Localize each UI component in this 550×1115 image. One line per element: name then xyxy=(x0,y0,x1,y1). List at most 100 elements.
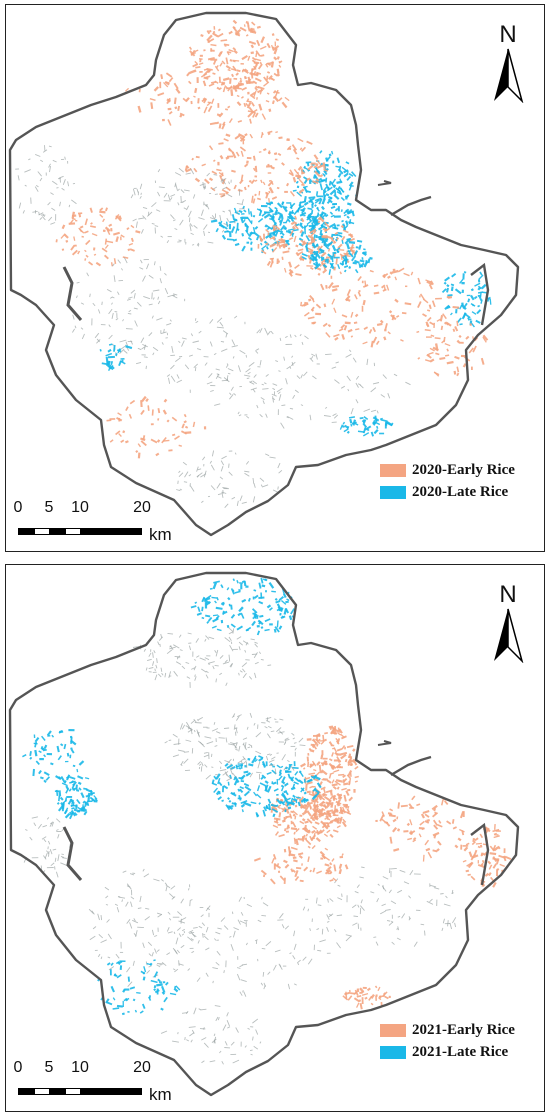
paddy-field-mark xyxy=(187,888,190,891)
paddy-field-mark xyxy=(319,939,326,943)
paddy-field-mark xyxy=(173,82,179,90)
paddy-field-mark xyxy=(281,776,286,784)
paddy-field-mark xyxy=(178,960,180,966)
paddy-field-mark xyxy=(212,582,218,590)
paddy-field-mark xyxy=(239,786,245,790)
paddy-field-mark xyxy=(198,217,205,220)
paddy-field-mark xyxy=(135,221,138,228)
paddy-field-mark xyxy=(60,802,65,807)
paddy-field-mark xyxy=(360,899,363,904)
paddy-field-mark xyxy=(246,415,250,419)
paddy-field-mark xyxy=(84,218,88,226)
paddy-field-mark xyxy=(348,219,352,225)
paddy-field-mark xyxy=(178,920,186,924)
paddy-field-mark xyxy=(91,910,95,915)
paddy-field-mark xyxy=(260,484,264,488)
paddy-field-mark xyxy=(222,121,226,126)
paddy-field-mark xyxy=(272,854,277,860)
paddy-field-mark xyxy=(211,625,217,629)
paddy-field-mark xyxy=(278,772,282,777)
paddy-field-mark xyxy=(165,885,168,892)
paddy-field-mark xyxy=(484,872,490,877)
paddy-field-mark xyxy=(324,258,328,263)
paddy-field-mark xyxy=(228,147,234,154)
paddy-field-mark xyxy=(167,119,172,126)
paddy-field-mark xyxy=(217,796,222,801)
paddy-field-mark xyxy=(237,788,241,792)
paddy-field-mark xyxy=(278,97,283,102)
paddy-field-mark xyxy=(238,641,243,646)
paddy-field-mark xyxy=(320,769,328,776)
paddy-field-mark xyxy=(176,489,181,492)
paddy-field-mark xyxy=(318,213,325,221)
paddy-field-mark xyxy=(191,667,196,670)
paddy-field-mark xyxy=(309,357,314,362)
paddy-field-mark xyxy=(164,981,169,986)
paddy-field-mark xyxy=(238,767,242,770)
paddy-field-mark xyxy=(340,224,345,229)
paddy-field-mark xyxy=(325,822,330,825)
paddy-field-mark xyxy=(151,292,153,300)
paddy-field-mark xyxy=(381,284,386,289)
paddy-field-mark xyxy=(324,227,331,233)
paddy-field-mark xyxy=(101,247,108,253)
paddy-field-mark xyxy=(201,1037,207,1041)
paddy-field-mark xyxy=(77,781,82,785)
paddy-field-mark xyxy=(338,811,344,815)
paddy-field-mark xyxy=(353,321,358,325)
paddy-field-mark xyxy=(58,790,62,797)
paddy-field-mark xyxy=(271,100,275,105)
paddy-field-mark xyxy=(337,732,342,736)
island-fragment-2 xyxy=(390,755,432,777)
paddy-field-mark xyxy=(271,858,275,864)
paddy-field-mark xyxy=(136,991,141,994)
paddy-field-mark xyxy=(321,211,327,216)
paddy-field-mark xyxy=(468,851,473,858)
paddy-field-mark xyxy=(111,312,114,319)
paddy-field-mark xyxy=(113,275,116,282)
paddy-field-mark xyxy=(352,922,358,926)
paddy-field-mark xyxy=(264,618,271,623)
paddy-field-mark xyxy=(447,294,453,297)
paddy-field-mark xyxy=(390,920,394,923)
paddy-field-mark xyxy=(314,821,320,825)
paddy-field-mark xyxy=(250,67,256,72)
paddy-field-mark xyxy=(226,230,231,233)
paddy-field-mark xyxy=(179,114,183,118)
paddy-field-mark xyxy=(260,397,265,401)
paddy-field-mark xyxy=(192,63,199,68)
paddy-field-mark xyxy=(211,450,215,457)
paddy-field-mark xyxy=(303,201,309,206)
paddy-field-mark xyxy=(246,100,252,103)
legend-item-late: 2020-Late Rice xyxy=(380,481,515,503)
paddy-field-mark xyxy=(206,101,212,107)
paddy-field-mark xyxy=(345,935,352,942)
paddy-field-mark xyxy=(284,782,289,787)
paddy-field-mark xyxy=(280,784,285,789)
paddy-field-mark xyxy=(216,628,222,632)
paddy-field-mark xyxy=(327,253,333,259)
paddy-field-mark xyxy=(330,238,337,244)
paddy-field-mark xyxy=(253,1045,259,1050)
paddy-field-mark xyxy=(233,392,237,396)
paddy-field-mark xyxy=(187,936,193,942)
paddy-field-mark xyxy=(217,28,221,32)
paddy-field-mark xyxy=(263,382,267,385)
paddy-field-mark xyxy=(241,55,248,61)
paddy-field-mark xyxy=(232,772,237,778)
paddy-field-mark xyxy=(185,725,192,730)
paddy-field-mark xyxy=(226,764,234,770)
paddy-field-mark xyxy=(273,964,277,971)
paddy-field-mark xyxy=(286,416,294,420)
paddy-field-mark xyxy=(349,418,353,424)
paddy-field-mark xyxy=(353,915,359,918)
paddy-field-mark xyxy=(291,209,294,215)
paddy-field-mark xyxy=(62,857,67,859)
paddy-field-mark xyxy=(309,229,316,234)
paddy-field-mark xyxy=(60,775,66,784)
paddy-field-mark xyxy=(341,219,344,223)
paddy-field-mark xyxy=(116,906,120,913)
paddy-field-mark xyxy=(168,893,175,899)
paddy-field-mark xyxy=(294,875,300,882)
paddy-field-mark xyxy=(265,716,272,720)
